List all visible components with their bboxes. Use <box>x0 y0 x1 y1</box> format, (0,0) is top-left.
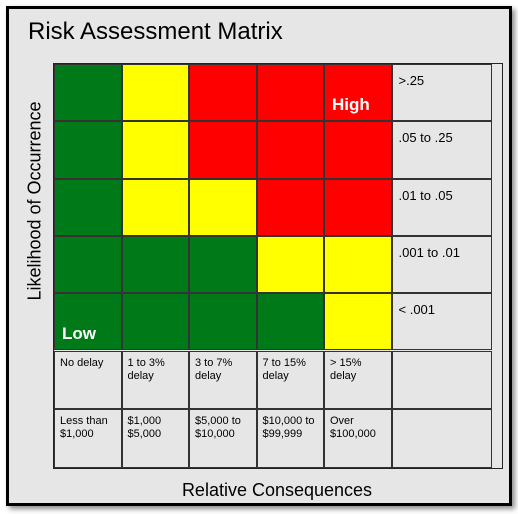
risk-cell <box>324 178 392 236</box>
risk-cell <box>324 121 392 179</box>
risk-cell <box>189 293 257 351</box>
cost-cell: $10,000 to $99,999 <box>256 408 324 468</box>
likelihood-label: < .001 <box>391 293 492 351</box>
risk-cell <box>324 293 392 351</box>
cost-cell-empty <box>391 408 492 468</box>
cost-cell: $5,000 to $10,000 <box>189 408 257 468</box>
risk-cell <box>54 178 122 236</box>
delay-cell: 1 to 3% delay <box>121 350 189 409</box>
likelihood-label: .01 to .05 <box>391 178 492 236</box>
delay-cell: 3 to 7% delay <box>189 350 257 409</box>
likelihood-label: .001 to .01 <box>391 235 492 294</box>
risk-cell <box>189 121 257 179</box>
matrix-frame: Risk Assessment Matrix Likelihood of Occ… <box>6 6 512 506</box>
risk-cell <box>189 178 257 236</box>
likelihood-label: .05 to .25 <box>391 121 492 179</box>
risk-cell <box>54 64 122 122</box>
risk-cell <box>189 235 257 294</box>
risk-cell <box>121 121 189 179</box>
page-title: Risk Assessment Matrix <box>28 18 283 45</box>
low-risk-label: Low <box>62 324 96 344</box>
high-risk-label: High <box>332 95 370 114</box>
cost-cell: Over $100,000 <box>324 408 392 468</box>
risk-cell <box>121 178 189 236</box>
risk-cell <box>256 121 324 179</box>
risk-cell <box>256 235 324 294</box>
risk-cell <box>324 64 392 122</box>
risk-cell <box>256 293 324 351</box>
y-axis-label-text: Likelihood of Occurrence <box>24 101 45 301</box>
likelihood-label: >.25 <box>391 64 492 122</box>
risk-cell <box>189 64 257 122</box>
risk-cell <box>121 293 189 351</box>
cost-cell: $1,000 $5,000 <box>121 408 189 468</box>
risk-cell <box>324 235 392 294</box>
x-axis-label: Relative Consequences <box>181 480 373 500</box>
risk-cell <box>121 64 189 122</box>
risk-cell <box>54 121 122 179</box>
risk-matrix: >.25.05 to .25.01 to .05.001 to .01 < .00… <box>53 63 503 469</box>
risk-cell <box>256 178 324 236</box>
risk-cell <box>256 64 324 122</box>
delay-cell-empty <box>391 350 492 409</box>
risk-cell <box>54 235 122 294</box>
delay-cell: 7 to 15% delay <box>256 350 324 409</box>
risk-cell <box>54 293 122 351</box>
risk-cell <box>121 235 189 294</box>
delay-cell: No delay <box>54 350 122 409</box>
cost-cell: Less than $1,000 <box>54 408 122 468</box>
delay-cell: > 15% delay <box>324 350 392 409</box>
